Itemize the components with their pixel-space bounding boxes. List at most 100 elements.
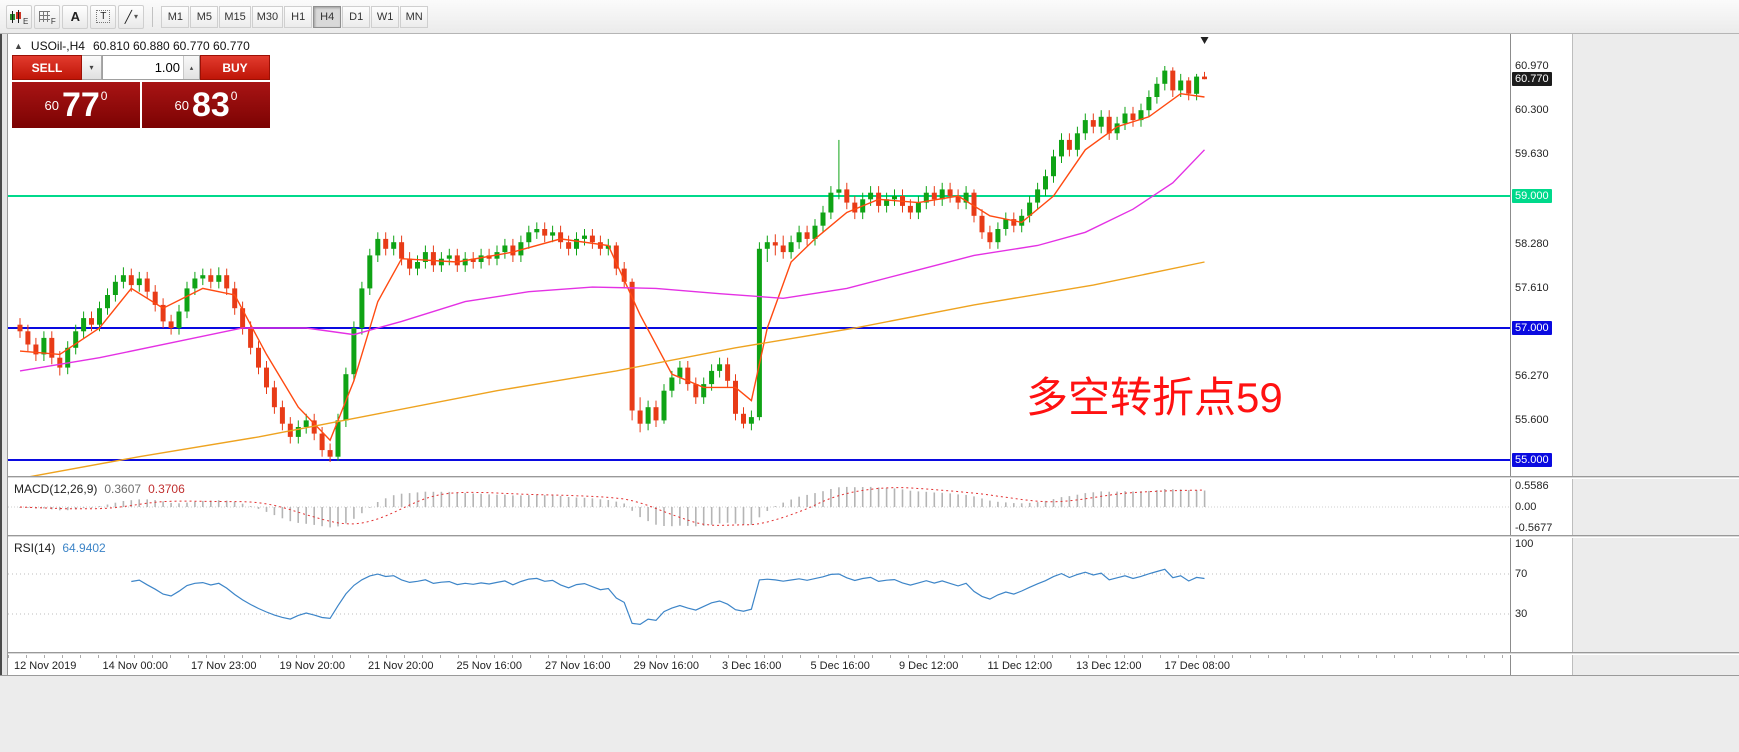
macd-histogram-bar bbox=[170, 502, 172, 507]
candle-body bbox=[526, 232, 532, 243]
macd-histogram-bar bbox=[154, 500, 156, 507]
timeframe-button-d1[interactable]: D1 bbox=[342, 5, 371, 28]
candle-body bbox=[939, 189, 945, 200]
timeframe-button-h4[interactable]: H4 bbox=[313, 5, 342, 28]
candle-body bbox=[184, 288, 190, 312]
candle-body bbox=[637, 410, 643, 424]
candle-body bbox=[1122, 113, 1128, 124]
candle-body bbox=[160, 304, 166, 322]
candle-body bbox=[701, 384, 707, 398]
candle-body bbox=[1074, 133, 1080, 150]
macd-histogram-bar bbox=[1164, 489, 1166, 507]
candle-body bbox=[1043, 176, 1048, 190]
macd-histogram-bar bbox=[241, 503, 244, 507]
macd-histogram-bar bbox=[114, 502, 117, 507]
macd-histogram-bar bbox=[528, 495, 530, 507]
rsi-chart[interactable] bbox=[8, 538, 1510, 652]
macd-histogram-bar bbox=[734, 507, 737, 524]
macd-histogram-bar bbox=[782, 502, 784, 507]
macd-histogram-bar bbox=[1100, 491, 1102, 507]
candle-body bbox=[383, 238, 389, 249]
candle-body bbox=[1051, 156, 1056, 177]
pane-splitter[interactable] bbox=[0, 476, 1739, 479]
macd-histogram-bar bbox=[1187, 490, 1190, 507]
macd-histogram-bar bbox=[1108, 491, 1110, 507]
macd-main-value: 0.3607 bbox=[104, 482, 142, 496]
timeframe-button-w1[interactable]: W1 bbox=[371, 5, 400, 28]
candle-body bbox=[884, 199, 890, 206]
sell-price-pips: 77 bbox=[61, 86, 100, 124]
candle-body bbox=[1154, 83, 1160, 97]
candle-body bbox=[41, 337, 47, 355]
macd-histogram-bar bbox=[424, 491, 427, 507]
volume-spin-up-button[interactable]: ▴ bbox=[183, 56, 199, 79]
timeframe-button-h1[interactable]: H1 bbox=[284, 5, 313, 28]
macd-histogram-bar bbox=[1140, 491, 1142, 507]
price-axis-badge: 60.770 bbox=[1512, 72, 1552, 87]
candle-body bbox=[542, 229, 548, 236]
price-axis-label: 57.610 bbox=[1515, 281, 1549, 294]
macd-histogram-bar bbox=[66, 507, 69, 511]
ohlc-values: 60.810 60.880 60.770 60.770 bbox=[92, 39, 250, 53]
time-axis-label: 29 Nov 16:00 bbox=[633, 660, 699, 672]
candle-body bbox=[804, 232, 810, 239]
time-axis[interactable]: 12 Nov 2019 14 Nov 00:00 17 Nov 23:00 19 No… bbox=[8, 655, 1510, 675]
price-chart[interactable] bbox=[8, 34, 1510, 476]
macd-histogram-bar bbox=[392, 495, 395, 507]
candle-body bbox=[462, 258, 468, 266]
candle-body bbox=[144, 278, 150, 292]
macd-histogram-bar bbox=[496, 494, 498, 507]
time-axis-label: 13 Dec 12:00 bbox=[1076, 660, 1142, 672]
macd-histogram-bar bbox=[639, 507, 641, 518]
candle-body bbox=[995, 229, 1001, 243]
grid-tool-button[interactable]: F bbox=[34, 4, 61, 29]
macd-histogram-bar bbox=[1036, 502, 1039, 507]
buy-price-tile[interactable]: 60 83 0 bbox=[142, 82, 270, 128]
macd-histogram-bar bbox=[877, 487, 880, 507]
candle-body bbox=[1059, 139, 1064, 157]
timeframe-button-m5[interactable]: M5 bbox=[190, 5, 219, 28]
label-tool-button[interactable]: A bbox=[62, 4, 89, 29]
volume-dropdown-button[interactable]: ▾ bbox=[82, 55, 102, 80]
price-axis-badge: 57.000 bbox=[1512, 321, 1552, 336]
candle-body bbox=[399, 242, 405, 259]
timeframe-button-mn[interactable]: MN bbox=[400, 5, 429, 28]
time-axis-label: 3 Dec 16:00 bbox=[722, 660, 782, 672]
line-tool-button[interactable]: ╱ ▾ bbox=[118, 4, 145, 29]
pane-splitter[interactable] bbox=[0, 652, 1739, 655]
macd-histogram-bar bbox=[1092, 492, 1095, 507]
macd-header: MACD(12,26,9) 0.3607 0.3706 bbox=[14, 482, 185, 496]
candle-body bbox=[772, 242, 778, 246]
candle-body bbox=[152, 291, 158, 305]
candle-body bbox=[987, 232, 993, 243]
macd-histogram-bar bbox=[1052, 499, 1055, 507]
price-axis[interactable]: 60.970 60.770 60.300 59.630 59.000 58.280 57.6… bbox=[1511, 34, 1572, 476]
timeframe-button-m1[interactable]: M1 bbox=[161, 5, 190, 28]
sell-button[interactable]: SELL bbox=[12, 55, 82, 80]
window-bottom-area bbox=[0, 675, 1739, 752]
one-click-collapse-icon[interactable]: ▲ bbox=[14, 41, 23, 51]
volume-input[interactable] bbox=[103, 56, 183, 79]
macd-histogram-bar bbox=[718, 507, 721, 524]
macd-chart[interactable] bbox=[8, 479, 1510, 535]
macd-histogram-bar bbox=[98, 506, 101, 507]
candle-body bbox=[812, 225, 818, 239]
timeframe-button-m30[interactable]: M30 bbox=[251, 5, 284, 28]
macd-signal-value: 0.3706 bbox=[148, 482, 185, 496]
text-tool-button[interactable]: T bbox=[90, 4, 117, 29]
candle-body bbox=[303, 420, 309, 427]
macd-histogram-bar bbox=[416, 492, 419, 507]
pane-splitter[interactable] bbox=[0, 535, 1739, 538]
chart-ea-tool-button[interactable]: E bbox=[6, 4, 33, 29]
buy-button[interactable]: BUY bbox=[200, 55, 270, 80]
sell-price-tile[interactable]: 60 77 0 bbox=[12, 82, 140, 128]
time-axis-label: 9 Dec 12:00 bbox=[899, 660, 959, 672]
candle-body bbox=[1098, 116, 1104, 127]
candle-body bbox=[613, 245, 619, 269]
macd-histogram-bar bbox=[774, 506, 777, 507]
timeframe-button-m15[interactable]: M15 bbox=[219, 5, 251, 28]
candle-body bbox=[65, 347, 71, 368]
macd-histogram-bar bbox=[90, 507, 93, 508]
macd-histogram-bar bbox=[162, 501, 164, 507]
